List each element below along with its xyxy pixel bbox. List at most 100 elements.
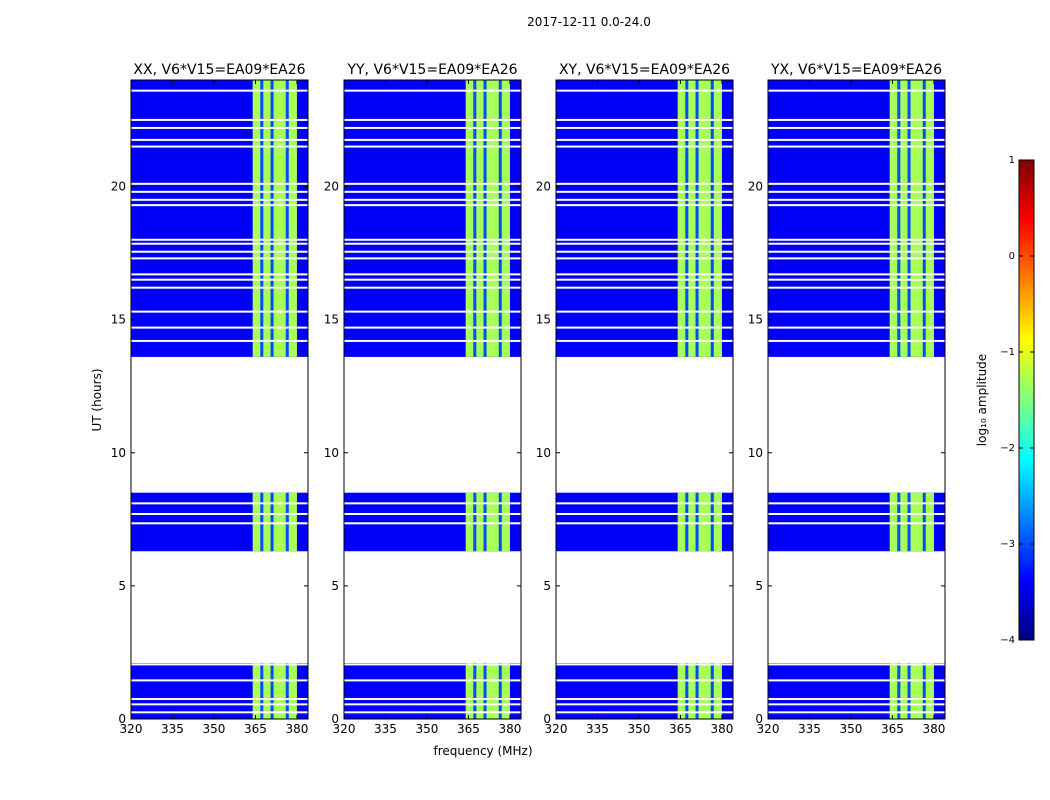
flagged-row	[344, 502, 521, 505]
y-tick-label: 20	[536, 180, 551, 194]
channel-gap	[498, 492, 502, 552]
y-tick-label: 0	[331, 712, 339, 726]
channel-gap	[270, 663, 274, 719]
bright-band	[889, 492, 934, 552]
flagged-row	[344, 89, 521, 92]
x-tick-label: 320	[757, 722, 780, 736]
flagged-row	[768, 663, 945, 666]
bright-band	[889, 80, 934, 357]
flagged-row	[131, 310, 308, 313]
flagged-row	[344, 118, 521, 121]
flagged-row	[556, 257, 733, 260]
flagged-row	[131, 703, 308, 706]
bright-band	[252, 663, 297, 719]
flagged-row	[768, 278, 945, 281]
figure-title: 2017-12-11 0.0-24.0	[527, 15, 651, 29]
panel-title: XX, V6*V15=EA09*EA26	[133, 62, 305, 78]
channel-gap	[285, 663, 289, 719]
flagged-row	[768, 182, 945, 185]
flagged-row	[556, 502, 733, 505]
flagged-row	[344, 273, 521, 276]
flagged-row	[556, 286, 733, 289]
channel-gap	[685, 492, 689, 552]
flagged-row	[768, 310, 945, 313]
colorbar-gradient	[1018, 159, 1035, 641]
channel-gap	[473, 663, 477, 719]
x-tick-label: 335	[586, 722, 609, 736]
flagged-row	[131, 204, 308, 207]
flagged-row	[556, 204, 733, 207]
flagged-row	[556, 273, 733, 276]
flagged-row	[556, 250, 733, 253]
flagged-row	[556, 238, 733, 241]
y-tick-label: 10	[748, 446, 763, 460]
bright-band	[677, 663, 722, 719]
flagged-row	[344, 278, 521, 281]
flagged-row	[556, 663, 733, 666]
flagged-row	[131, 118, 308, 121]
bright-band	[252, 492, 297, 552]
y-tick-label: 10	[111, 446, 126, 460]
x-tick-label: 320	[120, 722, 143, 736]
x-tick-label: 320	[545, 722, 568, 736]
flagged-row	[768, 703, 945, 706]
channel-gap	[922, 80, 926, 357]
panel-title: XY, V6*V15=EA09*EA26	[559, 62, 730, 78]
flagged-row	[344, 339, 521, 342]
x-tick-label: 365	[669, 722, 692, 736]
flagged-row	[131, 126, 308, 129]
channel-gap	[695, 663, 699, 719]
bright-band	[677, 80, 722, 357]
channel-gap	[685, 663, 689, 719]
flagged-row	[768, 711, 945, 714]
bright-band	[889, 663, 934, 719]
flagged-row	[556, 512, 733, 515]
panel-xx: XX, V6*V15=EA09*EA26 320 335 350 365 380 0 5 10 1…	[111, 62, 309, 736]
panel-frame	[343, 79, 522, 720]
bright-band	[252, 80, 297, 357]
flagged-row	[344, 198, 521, 201]
channel-gap	[685, 80, 689, 357]
flagged-row	[344, 679, 521, 682]
flagged-row	[768, 138, 945, 141]
panel-title: YX, V6*V15=EA09*EA26	[770, 62, 942, 78]
flagged-row	[556, 278, 733, 281]
flagged-row	[131, 198, 308, 201]
x-tick-label: 365	[244, 722, 267, 736]
flagged-row	[344, 204, 521, 207]
flagged-row	[768, 204, 945, 207]
x-tick-label: 335	[161, 722, 184, 736]
bright-band	[465, 663, 510, 719]
y-tick-label: 0	[755, 712, 763, 726]
x-tick-label: 380	[285, 722, 308, 736]
y-tick-label: 15	[111, 313, 126, 327]
y-tick-label: 20	[111, 180, 126, 194]
flagged-row	[344, 250, 521, 253]
colorbar: 1 0 −1 −2 −3 −4 log₁₀ amplitude	[975, 155, 1035, 646]
flagged-row	[131, 238, 308, 241]
flagged-row	[131, 502, 308, 505]
channel-gap	[260, 80, 264, 357]
panel-xy: XY, V6*V15=EA09*EA26 320 335 350 365 380 0 5 10 1…	[536, 62, 734, 736]
flagged-row	[131, 711, 308, 714]
flagged-row	[768, 118, 945, 121]
y-tick-label: 15	[536, 313, 551, 327]
flagged-row	[344, 326, 521, 329]
colorbar-tick-label: 0	[1009, 251, 1015, 262]
flagged-row	[556, 326, 733, 329]
flagged-row	[768, 286, 945, 289]
y-tick-label: 5	[543, 579, 551, 593]
x-tick-label: 335	[798, 722, 821, 736]
bright-band	[465, 492, 510, 552]
flagged-row	[556, 310, 733, 313]
flagged-row	[768, 326, 945, 329]
flagged-row	[556, 118, 733, 121]
channel-gap	[922, 492, 926, 552]
panel-frame	[767, 79, 946, 720]
flagged-row	[131, 326, 308, 329]
channel-gap	[897, 492, 901, 552]
panel-yx: YX, V6*V15=EA09*EA26 320 335 350 365 380 0 5 10 1…	[748, 62, 946, 736]
flagged-row	[131, 273, 308, 276]
channel-gap	[897, 663, 901, 719]
flagged-row	[344, 182, 521, 185]
